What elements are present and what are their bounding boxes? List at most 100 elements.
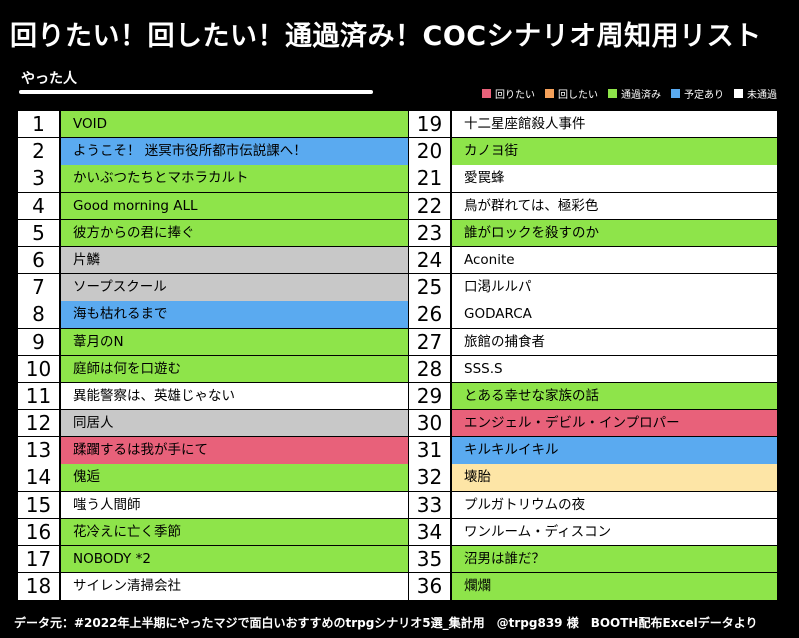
scenario-title: サイレン清掃会社 [61, 573, 408, 600]
legend-item-planned: 予定あり [671, 86, 724, 101]
legend-swatch [608, 89, 617, 98]
scenario-number: 16 [18, 518, 61, 546]
scenario-number: 27 [409, 328, 452, 355]
scenario-row: 3 かいぶつたちとマホラカルト [18, 165, 408, 192]
scenario-number: 6 [18, 246, 61, 274]
legend-label: 通過済み [621, 90, 661, 101]
scenario-number: 7 [18, 274, 61, 301]
scenario-row: 32 壊胎 [409, 464, 777, 491]
scenario-title: 旅館の捕食者 [452, 328, 777, 355]
legend-label: 回りたい [495, 90, 535, 101]
legend-label: 未通過 [747, 90, 777, 101]
scenario-row: 26 GODARCA [409, 301, 777, 328]
scenario-title: とある幸せな家族の話 [452, 382, 777, 410]
scenario-number: 19 [409, 111, 452, 138]
scenario-title: 口渇ルルパ [452, 274, 777, 301]
scenario-number: 36 [409, 573, 452, 600]
scenario-title: 花冷えに亡く季節 [61, 518, 408, 546]
scenario-number: 32 [409, 464, 452, 491]
scenario-row: 12 同居人 [18, 410, 408, 437]
legend-item-done: 通過済み [608, 86, 661, 101]
scenario-number: 15 [18, 491, 61, 519]
scenario-number: 11 [18, 382, 61, 410]
scenario-title: 嗤う人間師 [61, 491, 408, 519]
scenario-number: 22 [409, 192, 452, 219]
scenario-title: 葦月のN [61, 328, 408, 355]
scenario-number: 2 [18, 138, 61, 165]
scenario-title: GODARCA [452, 301, 777, 328]
scenario-row: 14 傀逅 [18, 464, 408, 491]
scenario-row: 17 NOBODY *2 [18, 546, 408, 573]
scenario-number: 17 [18, 546, 61, 573]
scenario-row: 15 嗤う人間師 [18, 491, 408, 519]
scenario-number: 30 [409, 410, 452, 437]
scenario-title: 傀逅 [61, 464, 408, 491]
legend-swatch [734, 89, 743, 98]
scenario-number: 10 [18, 355, 61, 383]
scenario-title: 愛罠蜂 [452, 165, 777, 192]
scenario-row: 11 異能警察は、英雄じゃない [18, 382, 408, 410]
scenario-title: キルキルイキル [452, 437, 777, 464]
scenario-row: 1 VOID [18, 111, 408, 138]
scenario-title: Good morning ALL [61, 192, 408, 219]
scenario-title: ソープスクール [61, 274, 408, 301]
scenario-number: 21 [409, 165, 452, 192]
legend-label: 回したい [558, 90, 598, 101]
scenario-number: 1 [18, 111, 61, 138]
scenario-number: 8 [18, 301, 61, 328]
scenario-title: 海も枯れるまで [61, 301, 408, 328]
scenario-row: 20 カノヨ街 [409, 138, 777, 165]
scenario-number: 23 [409, 219, 452, 247]
scenario-number: 12 [18, 410, 61, 437]
scenario-row: 7 ソープスクール [18, 274, 408, 301]
scenario-row: 4 Good morning ALL [18, 192, 408, 219]
legend-swatch [482, 89, 491, 98]
scenario-title: プルガトリウムの夜 [452, 491, 777, 519]
legend-label: 予定あり [684, 90, 724, 101]
scenario-number: 24 [409, 246, 452, 274]
scenario-title: 十二星座館殺人事件 [452, 111, 777, 138]
scenario-row: 18 サイレン清掃会社 [18, 573, 408, 600]
page-title: 回りたい！回したい！通過済み！COCシナリオ周知用リスト [10, 21, 762, 52]
scenario-row: 33 プルガトリウムの夜 [409, 491, 777, 519]
scenario-number: 31 [409, 437, 452, 464]
scenario-title: 蹂躙するは我が手にて [61, 437, 408, 464]
scenario-number: 13 [18, 437, 61, 464]
scenario-row: 27 旅館の捕食者 [409, 328, 777, 355]
scenario-number: 29 [409, 382, 452, 410]
scenario-title: 爛爛 [452, 573, 777, 600]
scenario-list-right: 19 十二星座館殺人事件 20 カノヨ街 21 愛罠蜂 22 鳥が群れては、極彩色 23 誰がロッ… [409, 111, 777, 600]
legend-item-want: 回りたい [482, 86, 535, 101]
scenario-row: 31 キルキルイキル [409, 437, 777, 464]
scenario-row: 25 口渇ルルパ [409, 274, 777, 301]
scenario-title: エンジェル・デビル・インプロパー [452, 410, 777, 437]
legend-item-run: 回したい [545, 86, 598, 101]
scenario-title: 沼男は誰だ？ [452, 546, 777, 573]
legend: 回りたい 回したい 通過済み 予定あり 未通過 [482, 86, 777, 101]
scenario-title: 同居人 [61, 410, 408, 437]
scenario-row: 29 とある幸せな家族の話 [409, 382, 777, 410]
scenario-title: 壊胎 [452, 464, 777, 491]
scenario-row: 24 Aconite [409, 246, 777, 274]
scenario-title: 誰がロックを殺すのか [452, 219, 777, 247]
scenario-number: 25 [409, 274, 452, 301]
scenario-number: 34 [409, 518, 452, 546]
scenario-row: 5 彼方からの君に捧ぐ [18, 219, 408, 247]
scenario-number: 20 [409, 138, 452, 165]
scenario-row: 22 鳥が群れては、極彩色 [409, 192, 777, 219]
scenario-title: かいぶつたちとマホラカルト [61, 165, 408, 192]
scenario-row: 30 エンジェル・デビル・インプロパー [409, 410, 777, 437]
scenario-number: 33 [409, 491, 452, 519]
scenario-title: カノヨ街 [452, 138, 777, 165]
legend-item-none: 未通過 [734, 86, 777, 101]
scenario-title: 異能警察は、英雄じゃない [61, 382, 408, 410]
scenario-number: 14 [18, 464, 61, 491]
scenario-row: 2 ようこそ！ 迷冥市役所都市伝説課へ！ [18, 138, 408, 165]
scenario-number: 18 [18, 573, 61, 600]
scenario-title: VOID [61, 111, 408, 138]
scenario-list-left: 1 VOID 2 ようこそ！ 迷冥市役所都市伝説課へ！ 3 かいぶつたちとマホラカルト 4 G… [18, 111, 408, 600]
source-note: データ元：#2022年上半期にやったマジで面白いおすすめのtrpgシナリオ5選_… [14, 616, 758, 630]
scenario-number: 9 [18, 328, 61, 355]
scenario-number: 4 [18, 192, 61, 219]
scenario-title: 庭師は何を口遊む [61, 355, 408, 383]
